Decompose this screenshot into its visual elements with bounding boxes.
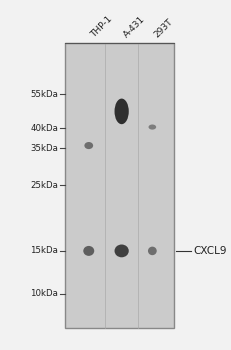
Ellipse shape	[148, 247, 157, 255]
Ellipse shape	[115, 99, 129, 124]
Text: CXCL9: CXCL9	[193, 246, 227, 256]
Text: 55kDa: 55kDa	[30, 90, 58, 99]
FancyBboxPatch shape	[65, 43, 174, 328]
Text: 40kDa: 40kDa	[30, 124, 58, 133]
Text: THP-1: THP-1	[89, 15, 114, 40]
Ellipse shape	[84, 142, 93, 149]
Ellipse shape	[83, 246, 94, 256]
Ellipse shape	[149, 125, 156, 130]
Ellipse shape	[115, 245, 129, 257]
Text: 25kDa: 25kDa	[30, 181, 58, 190]
Text: 35kDa: 35kDa	[30, 144, 58, 153]
Text: 15kDa: 15kDa	[30, 246, 58, 256]
Text: 293T: 293T	[152, 17, 175, 40]
Text: 10kDa: 10kDa	[30, 289, 58, 298]
Text: A-431: A-431	[122, 15, 147, 40]
